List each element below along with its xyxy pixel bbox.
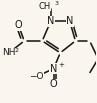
Text: N: N bbox=[47, 16, 54, 26]
Text: NH: NH bbox=[2, 48, 16, 57]
Text: +: + bbox=[58, 62, 64, 68]
Text: O: O bbox=[15, 20, 22, 30]
Text: O: O bbox=[50, 80, 57, 90]
Text: 2: 2 bbox=[14, 48, 18, 53]
Text: N: N bbox=[50, 64, 57, 74]
Text: 3: 3 bbox=[54, 1, 58, 6]
Text: N: N bbox=[66, 16, 73, 26]
Text: CH: CH bbox=[39, 2, 51, 11]
Text: −O: −O bbox=[29, 72, 44, 81]
